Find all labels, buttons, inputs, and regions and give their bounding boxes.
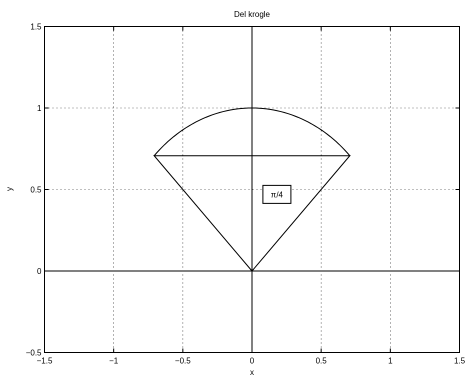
x-tick-label: 1.5 [454, 357, 466, 366]
x-tick-label: −1.5 [37, 357, 53, 366]
y-tick-label: 1.5 [30, 23, 42, 32]
annotation-label-pi-over-4: π/4 [271, 190, 284, 199]
chart-title: Del krogle [234, 10, 271, 19]
x-tick-label: 0.5 [316, 357, 328, 366]
x-axis-label: x [250, 368, 254, 377]
tick-marks [44, 26, 460, 353]
y-tick-label: 0 [37, 267, 42, 276]
y-tick-label: 1 [37, 104, 42, 113]
x-tick-label: −0.5 [175, 357, 191, 366]
annotation-box [262, 184, 292, 204]
x-tick-label: 0 [250, 357, 255, 366]
x-tick-label: −1 [109, 357, 119, 366]
y-tick-label: −0.5 [26, 349, 42, 358]
series-triangle-line [153, 155, 351, 272]
series-arc-line [153, 107, 351, 157]
y-axis-label: y [5, 187, 14, 191]
tick-labels: −1.5 −1 −0.5 0 0.5 1 1.5 −0.5 0 0.5 1 1.5 [26, 23, 466, 366]
y-tick-label: 0.5 [30, 186, 42, 195]
annotations: π/4 [262, 184, 292, 204]
x-tick-label: 1 [388, 357, 393, 366]
data-series [153, 107, 351, 272]
